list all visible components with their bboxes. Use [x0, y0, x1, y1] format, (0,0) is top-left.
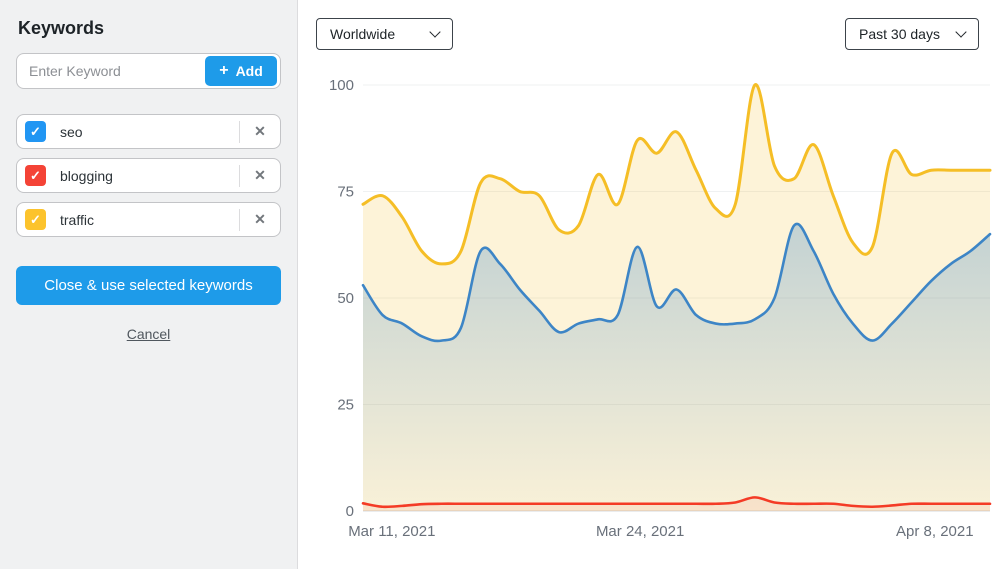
x-tick-label: Apr 8, 2021 — [896, 523, 974, 540]
series-line-traffic — [361, 83, 992, 266]
region-dropdown-value: Worldwide — [330, 26, 396, 42]
y-tick-label: 25 — [337, 397, 354, 414]
keyword-list: ✓ seo ✕ ✓ blogging ✕ ✓ traffic ✕ — [16, 114, 281, 237]
y-tick-label: 0 — [346, 503, 354, 520]
keyword-item: ✓ blogging ✕ — [16, 158, 281, 193]
remove-keyword-button[interactable]: ✕ — [240, 159, 280, 192]
keyword-label: seo — [60, 123, 83, 140]
y-tick-label: 50 — [337, 290, 354, 307]
keyword-checkbox[interactable]: ✓ — [25, 209, 46, 230]
keyword-checkbox[interactable]: ✓ — [25, 165, 46, 186]
remove-keyword-button[interactable]: ✕ — [240, 203, 280, 236]
divider — [239, 164, 240, 187]
remove-keyword-button[interactable]: ✕ — [240, 115, 280, 148]
series-line-seo — [361, 222, 992, 343]
keyword-item: ✓ traffic ✕ — [16, 202, 281, 237]
check-icon: ✓ — [30, 211, 41, 227]
check-icon: ✓ — [30, 123, 41, 139]
divider — [239, 208, 240, 231]
close-use-keywords-button[interactable]: Close & use selected keywords — [16, 266, 281, 305]
date-range-dropdown-value: Past 30 days — [859, 26, 940, 42]
divider — [239, 120, 240, 143]
add-keyword-button[interactable]: + Add — [205, 56, 277, 86]
keyword-input-card: + Add — [16, 53, 281, 89]
add-button-label: Add — [235, 63, 263, 79]
keyword-checkbox[interactable]: ✓ — [25, 121, 46, 142]
keyword-label: blogging — [60, 167, 113, 184]
trends-chart: 0 25 50 75 100 Mar 11, 2021 Mar 24, 2021 Apr 8,… — [329, 77, 992, 540]
series-line-blogging — [361, 496, 992, 509]
x-tick-label: Mar 11, 2021 — [348, 523, 435, 540]
keyword-label: traffic — [60, 211, 94, 228]
date-range-dropdown[interactable]: Past 30 days — [845, 18, 979, 50]
plus-icon: + — [219, 61, 229, 79]
y-tick-label: 75 — [337, 184, 354, 201]
cancel-link[interactable]: Cancel — [126, 326, 171, 342]
x-tick-label: Mar 24, 2021 — [596, 523, 684, 540]
region-dropdown[interactable]: Worldwide — [316, 18, 453, 50]
check-icon: ✓ — [30, 167, 41, 183]
chart-panel: Worldwide Past 30 days 0 25 50 75 100 Mar 11,… — [298, 0, 1000, 569]
sidebar-title: Keywords — [18, 18, 105, 38]
y-tick-label: 100 — [329, 77, 354, 94]
keywords-sidebar: Keywords + Add ✓ seo ✕ ✓ blogging ✕ ✓ tr… — [0, 0, 298, 569]
keyword-input[interactable] — [17, 63, 205, 79]
keyword-item: ✓ seo ✕ — [16, 114, 281, 149]
